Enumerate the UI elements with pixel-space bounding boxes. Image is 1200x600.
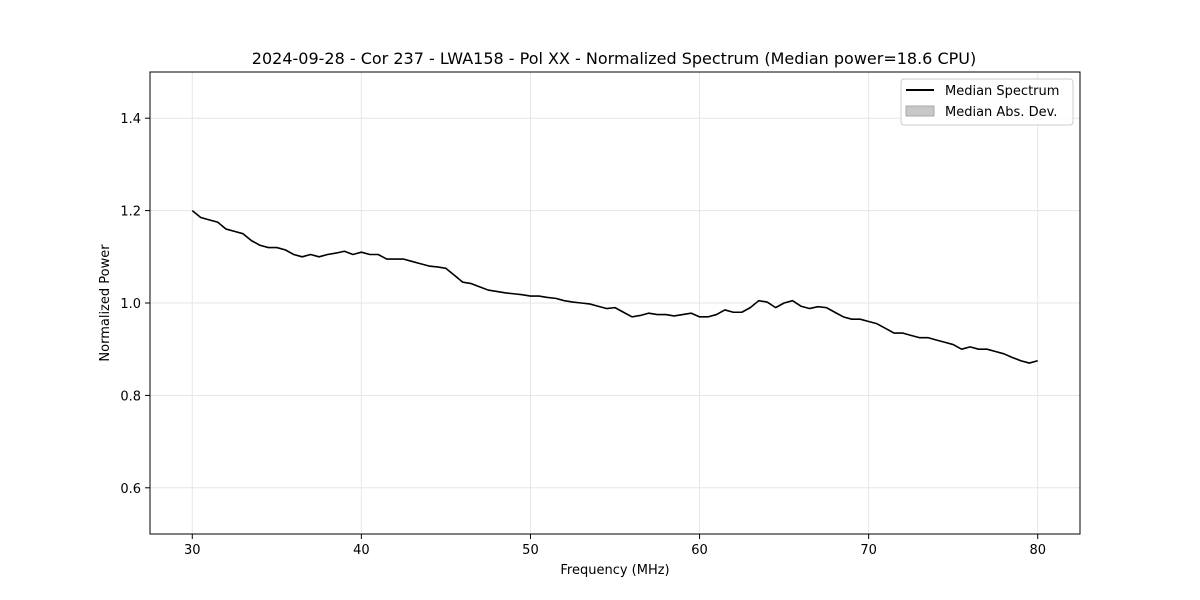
series-layer — [191, 209, 1038, 364]
legend-label-median-spectrum: Median Spectrum — [945, 84, 1059, 99]
y-tick-label: 1.0 — [120, 297, 141, 312]
legend-label-median-abs-dev: Median Abs. Dev. — [945, 105, 1057, 120]
x-tick-label: 40 — [353, 543, 370, 558]
x-tick-label: 70 — [860, 543, 877, 558]
x-tick-label: 30 — [184, 543, 201, 558]
x-tick-label: 50 — [522, 543, 539, 558]
y-tick-label: 0.8 — [120, 389, 141, 404]
x-tick-label: 60 — [691, 543, 708, 558]
x-tick-label: 80 — [1029, 543, 1046, 558]
x-axis-label: Frequency (MHz) — [560, 563, 669, 578]
y-tick-label: 1.2 — [120, 205, 141, 220]
x-axis: 30 40 50 60 70 80 — [184, 534, 1046, 558]
y-axis: 0.6 0.8 1.0 1.2 1.4 — [120, 112, 150, 497]
y-tick-label: 1.4 — [120, 112, 141, 127]
legend-patch-swatch — [905, 105, 935, 117]
grid-lines — [150, 72, 1080, 534]
chart-title: 2024-09-28 - Cor 237 - LWA158 - Pol XX -… — [252, 49, 976, 68]
legend-box — [900, 78, 1074, 126]
legend: Median Spectrum Median Abs. Dev. — [900, 78, 1074, 126]
series-line-median-spectrum — [191, 209, 1038, 364]
y-tick-label: 0.6 — [120, 482, 141, 497]
y-axis-label: Normalized Power — [98, 244, 113, 362]
